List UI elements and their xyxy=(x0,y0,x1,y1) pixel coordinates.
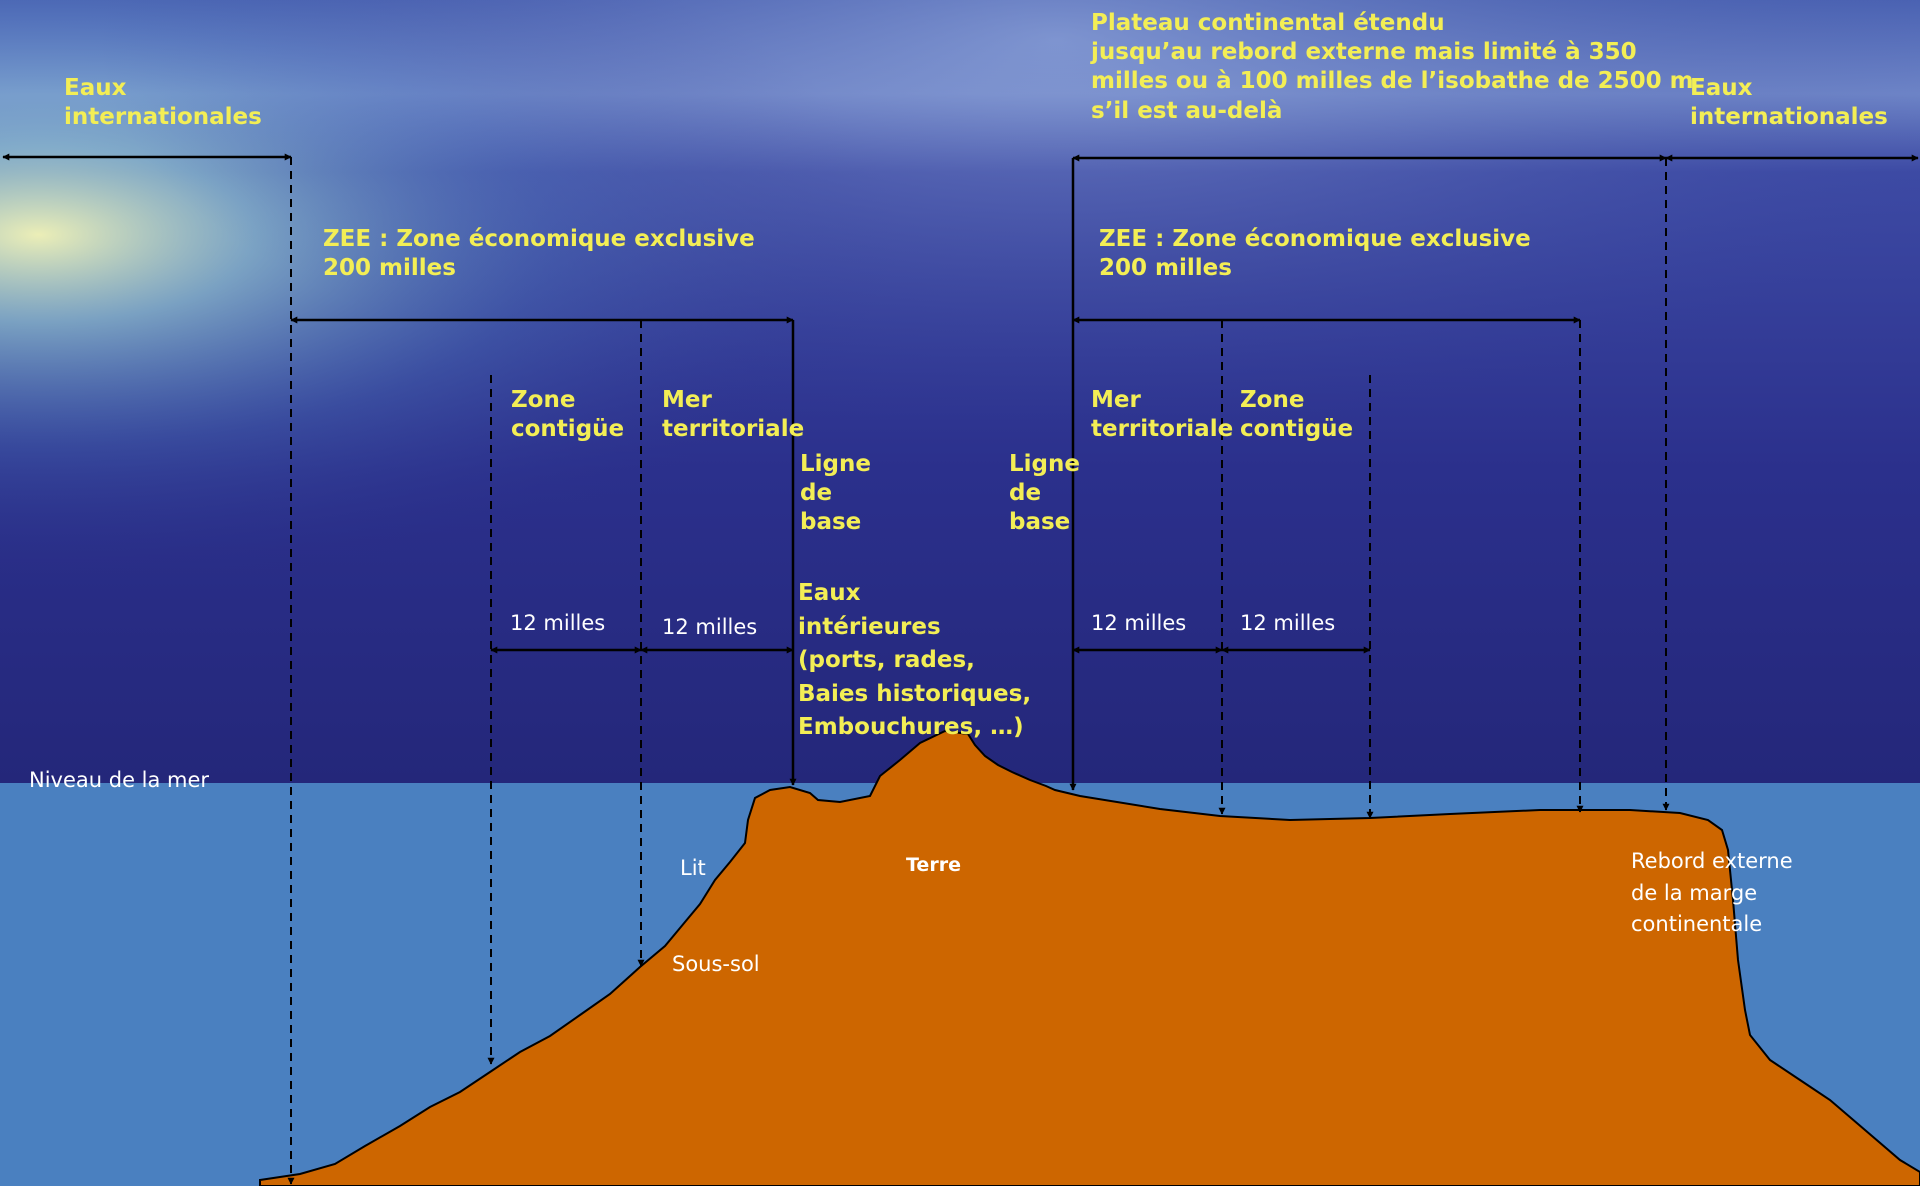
label-zone-contigue-left: Zone contigüe xyxy=(511,387,625,443)
land-profile xyxy=(259,729,1920,1186)
label-zee-right: ZEE : Zone économique exclusive 200 mill… xyxy=(1099,226,1531,282)
label-rebord-externe: Rebord externe de la marge continentale xyxy=(1631,849,1793,936)
label-12-milles-2: 12 milles xyxy=(662,615,758,639)
cloud-glow xyxy=(0,0,1920,783)
label-eaux-internationales-left: Eaux internationales xyxy=(64,75,262,131)
label-eaux-internationales-right: Eaux internationales xyxy=(1690,75,1888,131)
label-sous-sol: Sous-sol xyxy=(672,952,760,976)
label-12-milles-3: 12 milles xyxy=(1091,611,1187,635)
label-zone-contigue-right: Zone contigüe xyxy=(1240,387,1354,443)
label-terre: Terre xyxy=(906,854,961,876)
label-ligne-de-base-left: Ligne de base xyxy=(800,451,871,536)
label-plateau-continental: Plateau continental étendu jusqu’au rebo… xyxy=(1091,10,1694,124)
label-niveau-de-la-mer: Niveau de la mer xyxy=(29,768,210,792)
label-mer-territoriale-left: Mer territoriale xyxy=(662,387,805,443)
label-eaux-interieures: Eaux intérieures (ports, rades, Baies hi… xyxy=(798,580,1032,741)
label-12-milles-4: 12 milles xyxy=(1240,611,1336,635)
label-zee-left: ZEE : Zone économique exclusive 200 mill… xyxy=(323,226,755,282)
label-mer-territoriale-right: Mer territoriale xyxy=(1091,387,1234,443)
label-ligne-de-base-right: Ligne de base xyxy=(1009,451,1080,536)
label-12-milles-1: 12 milles xyxy=(510,611,606,635)
label-lit: Lit xyxy=(680,856,706,880)
